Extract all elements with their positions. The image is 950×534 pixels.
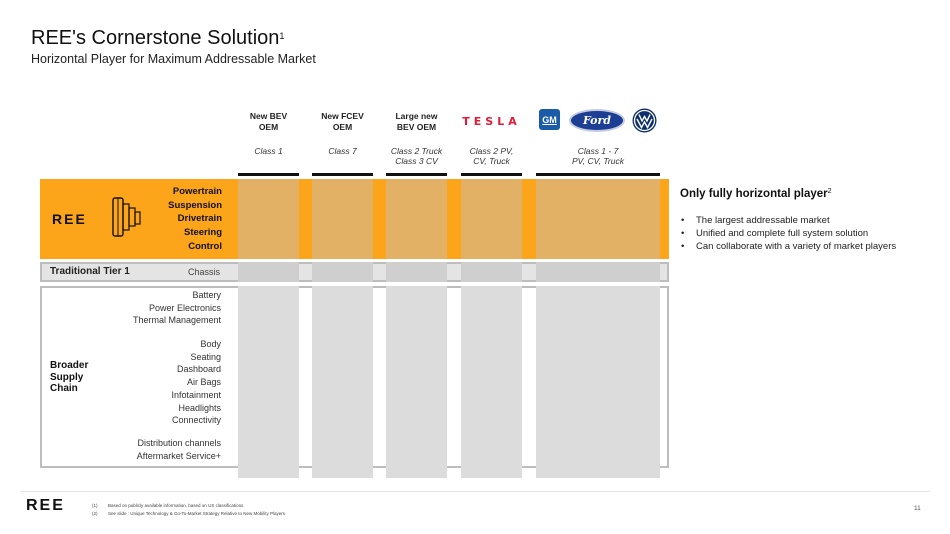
bullet-item: Can collaborate with a variety of market… bbox=[680, 241, 896, 254]
column-fill-supply bbox=[238, 286, 299, 478]
supply-item: Headlights bbox=[178, 402, 221, 413]
column-head-new-fcev: New FCEV OEM bbox=[321, 111, 364, 133]
column-fill-supply bbox=[536, 286, 660, 478]
column-fill-ree bbox=[312, 179, 373, 259]
column-fill-supply bbox=[386, 286, 447, 478]
column-bar bbox=[386, 173, 447, 176]
supply-item: Power Electronics bbox=[148, 302, 221, 313]
vw-logo bbox=[632, 108, 657, 133]
supply-item: Dashboard bbox=[176, 364, 221, 375]
column-bar bbox=[238, 173, 299, 176]
tier1-label: Traditional Tier 1 bbox=[50, 266, 130, 277]
column-fill-ree bbox=[238, 179, 299, 259]
footnotes: (1) Based on publicly available informati… bbox=[92, 502, 285, 517]
column-bar bbox=[461, 173, 522, 176]
supply-item: Air Bags bbox=[186, 377, 221, 388]
supply-item: Body bbox=[200, 339, 221, 349]
layer-suspension: Suspension bbox=[168, 199, 222, 211]
column-head-large-bev: Large new BEV OEM bbox=[395, 111, 438, 133]
supply-item: Connectivity bbox=[171, 415, 221, 426]
side-panel-bullets: The largest addressable market Unified a… bbox=[680, 215, 896, 253]
corner-module-icon bbox=[107, 194, 143, 247]
supply-group-energy: Battery Power Electronics Thermal Manage… bbox=[100, 289, 221, 327]
footer-ree-logo: REE bbox=[26, 497, 65, 514]
ree-brand-logo: REE bbox=[52, 211, 87, 227]
column-fill-tier1 bbox=[238, 262, 299, 282]
supply-item: Distribution channels bbox=[137, 438, 221, 448]
side-panel-title: Only fully horizontal player2 bbox=[680, 188, 832, 200]
supply-item: Aftermarket Service+ bbox=[136, 450, 221, 461]
supply-item: Battery bbox=[192, 290, 221, 300]
supply-item: Infotainment bbox=[171, 389, 221, 400]
column-fill-ree bbox=[536, 179, 660, 259]
side-footnote-ref: 2 bbox=[827, 188, 832, 195]
bullet-item: Unified and complete full system solutio… bbox=[680, 228, 896, 241]
ford-logo: Ford bbox=[569, 109, 625, 132]
column-fill-supply bbox=[461, 286, 522, 478]
footer-divider bbox=[20, 491, 930, 492]
column-class-3: Class 2 Truck Class 3 CV bbox=[390, 146, 443, 167]
layer-powertrain: Powertrain bbox=[172, 186, 222, 197]
column-fill-tier1 bbox=[312, 262, 373, 282]
page-number: 11 bbox=[914, 505, 921, 512]
supply-group-distribution: Distribution channels Aftermarket Servic… bbox=[100, 437, 221, 462]
column-fill-tier1 bbox=[536, 262, 660, 282]
title-footnote-ref: 1 bbox=[279, 31, 285, 41]
column-fill-supply bbox=[312, 286, 373, 478]
page-subtitle: Horizontal Player for Maximum Addressabl… bbox=[31, 52, 316, 66]
column-class-1: Class 1 bbox=[254, 146, 283, 156]
column-fill-tier1 bbox=[461, 262, 522, 282]
supply-item: Thermal Management bbox=[132, 315, 221, 326]
column-fill-ree bbox=[461, 179, 522, 259]
column-class-5: Class 1 - 7 PV, CV, Truck bbox=[572, 146, 624, 167]
footnote-2: (2) See slide : Unique Technology & Go-To… bbox=[92, 510, 285, 516]
footnote-1: (1) Based on publicly available informati… bbox=[92, 503, 244, 508]
page-title: REE's Cornerstone Solution1 bbox=[31, 27, 285, 49]
column-class-2: Class 7 bbox=[328, 146, 357, 156]
column-fill-ree bbox=[386, 179, 447, 259]
layer-control: Control bbox=[188, 240, 222, 252]
supply-item: Seating bbox=[190, 351, 221, 362]
layer-drivetrain: Drivetrain bbox=[177, 213, 222, 225]
column-head-new-bev: New BEV OEM bbox=[249, 111, 288, 133]
column-fill-tier1 bbox=[386, 262, 447, 282]
bullet-item: The largest addressable market bbox=[680, 215, 896, 228]
chassis-label: Chassis bbox=[188, 267, 221, 277]
supply-group-body: Body Seating Dashboard Air Bags Infotain… bbox=[100, 338, 221, 427]
column-class-4: Class 2 PV, CV, Truck bbox=[469, 146, 514, 167]
broader-supply-chain-label: Broader Supply Chain bbox=[50, 360, 89, 394]
tesla-logo: TESLA bbox=[462, 114, 521, 128]
gm-logo: GM bbox=[539, 109, 560, 130]
column-bar bbox=[312, 173, 373, 176]
layer-steering: Steering bbox=[183, 227, 222, 239]
ree-layer-list: Powertrain Suspension Drivetrain Steerin… bbox=[140, 185, 222, 254]
column-bar bbox=[536, 173, 660, 176]
